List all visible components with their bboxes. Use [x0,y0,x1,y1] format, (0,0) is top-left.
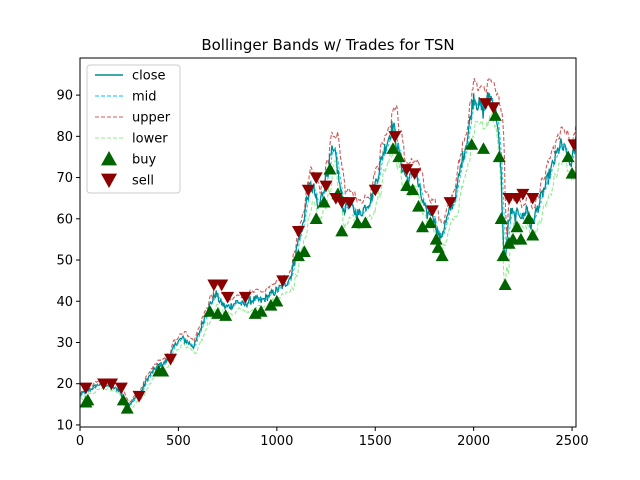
x-tick-label: 0 [76,434,84,449]
buy-marker [211,307,225,319]
buy-marker [423,216,437,229]
upper-band-line [80,76,576,403]
sell-marker [221,291,235,304]
sell-marker [319,180,333,193]
x-tick-label: 2500 [556,434,589,449]
buy-marker [116,393,130,406]
sell-marker [567,139,576,152]
buy-marker [514,232,528,245]
buy-marker [386,142,400,154]
sell-marker [309,172,323,185]
sell-marker [368,184,382,197]
legend-label-close: close [132,69,165,84]
buy-marker [415,220,429,233]
buy-marker [492,150,506,163]
y-tick-label: 50 [56,254,73,269]
sell-marker [114,382,128,395]
buy-marker [335,224,349,237]
legend-label-buy: buy [132,153,156,168]
chart-title: Bollinger Bands w/ Trades for TSN [201,36,454,54]
buy-marker [254,305,268,317]
buy-marker [435,249,449,262]
buy-marker [317,195,331,208]
buy-marker [510,220,524,233]
buy-marker [431,241,445,253]
buy-marker [488,109,502,121]
x-tick-label: 500 [166,434,191,449]
x-tick-label: 2000 [457,434,490,449]
sell-marker [215,279,229,292]
buy-marker [412,199,426,212]
legend-label-upper: upper [132,111,171,126]
buy-marker [406,183,420,196]
buy-marker [429,232,443,245]
buy-marker [309,212,323,224]
axes-frame [79,57,577,428]
x-tick-label: 1000 [260,434,293,449]
y-tick-label: 70 [56,171,73,186]
sell-marker [388,131,402,143]
sell-marker [526,192,540,205]
sell-marker [425,205,439,218]
buy-marker [522,212,536,224]
buy-marker [400,179,414,192]
sell-marker [516,188,530,201]
sell-marker [329,192,343,205]
mid-line [80,96,576,406]
sell-marker [400,164,414,176]
y-tick-label: 90 [56,89,73,104]
buy-marker [291,249,305,262]
buy-marker [465,138,479,150]
buy-marker [120,401,134,414]
sell-marker [301,184,315,197]
legend: close mid upper lower buy sell [86,64,181,194]
buy-marker [476,142,490,154]
sell-marker [164,353,178,366]
buy-marker [496,249,510,262]
y-tick-label: 60 [56,212,73,227]
sell-marker [80,382,93,395]
sell-marker [104,378,118,391]
buy-marker [323,162,337,175]
sell-marker [343,197,357,209]
buy-marker [494,212,508,224]
sell-marker [478,98,492,110]
x-tick-label: 1500 [359,434,392,449]
axes: 0 500 1000 1500 2000 2500 10 20 30 40 50 60 70 80 90 [56,57,589,449]
sell-marker [291,225,305,238]
sell-marker [238,291,252,304]
buy-marker [358,216,372,229]
buy-marker [526,228,540,241]
buy-marker [392,150,406,163]
y-tick-label: 30 [56,336,73,351]
buy-marker [156,364,170,377]
y-tick-label: 20 [56,377,73,392]
buy-marker [498,278,512,290]
legend-handle-sell [101,173,117,188]
sell-marker [510,192,524,205]
y-tick-label: 40 [56,295,73,310]
buy-marker [264,298,278,311]
buy-marker [203,305,217,317]
legend-label-lower: lower [132,132,168,147]
buy-marker [81,393,95,406]
buy-marker [297,245,311,257]
sell-marker [443,197,457,209]
sell-marker [408,168,422,180]
buy-marker [565,166,576,179]
sell-marker [486,102,500,114]
sell-marker [132,390,146,403]
plot-area [80,76,576,414]
y-tick-label: 10 [56,418,73,433]
buy-marker [561,150,575,163]
sell-marker [276,275,290,288]
y-tick-label: 80 [56,130,73,145]
legend-label-sell: sell [132,174,154,189]
buy-marker [219,309,233,321]
buy-marker [270,294,284,307]
legend-label-mid: mid [132,90,157,105]
legend-handle-buy [101,151,117,166]
